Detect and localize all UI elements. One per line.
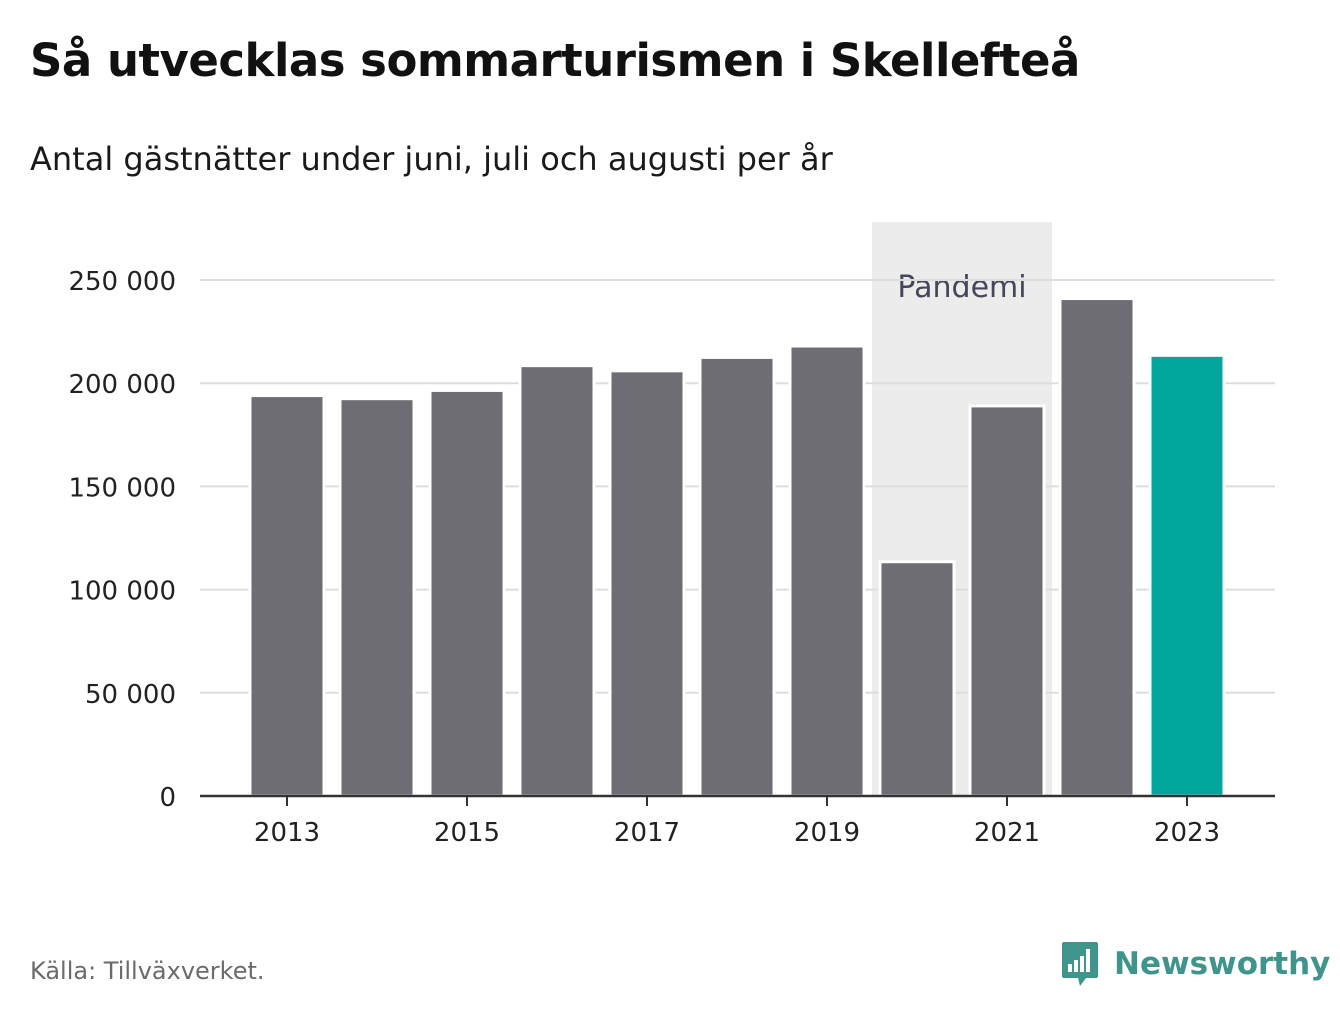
y-tick-label: 50 000 <box>85 680 176 710</box>
bar-2015 <box>428 388 506 798</box>
bar-2022 <box>1058 297 1136 798</box>
brand-name: Newsworthy <box>1114 946 1331 982</box>
chart-title: Så utvecklas sommarturismen i Skellefteå <box>30 34 1080 87</box>
bar-2016 <box>518 364 596 798</box>
x-tick-label: 2019 <box>794 818 860 848</box>
pandemic-label: Pandemi <box>897 270 1026 305</box>
x-tick-label: 2023 <box>1154 818 1220 848</box>
x-tick-label: 2013 <box>254 818 320 848</box>
x-tick-label: 2017 <box>614 818 680 848</box>
y-tick-label: 200 000 <box>68 370 176 400</box>
axes: 2013 2015 2017 2019 2021 2023 <box>200 794 1275 848</box>
y-tick-label: 250 000 <box>68 267 176 297</box>
y-tick-label: 100 000 <box>68 577 176 607</box>
bar-2019 <box>788 344 866 798</box>
bar-2018 <box>698 355 776 798</box>
bar-2020 <box>878 560 956 798</box>
bar-2017 <box>608 369 686 798</box>
chart-subtitle: Antal gästnätter under juni, juli och au… <box>30 140 833 178</box>
bar-2014 <box>338 397 416 798</box>
source-note: Källa: Tillväxverket. <box>30 957 265 985</box>
newsworthy-logo-icon <box>1062 942 1098 986</box>
bar-2021 <box>968 404 1046 798</box>
x-tick-label: 2021 <box>974 818 1040 848</box>
x-tick-label: 2015 <box>434 818 500 848</box>
bar-chart: Pandemi 0 50 000 100 000 150 000 200 000 250 … <box>68 222 1275 848</box>
bars <box>248 297 1226 798</box>
y-tick-label: 0 <box>159 783 176 813</box>
bar-2023 <box>1148 353 1226 798</box>
bar-2013 <box>248 394 326 798</box>
brand-logo: Newsworthy <box>1060 940 1330 988</box>
y-tick-label: 150 000 <box>68 473 176 503</box>
